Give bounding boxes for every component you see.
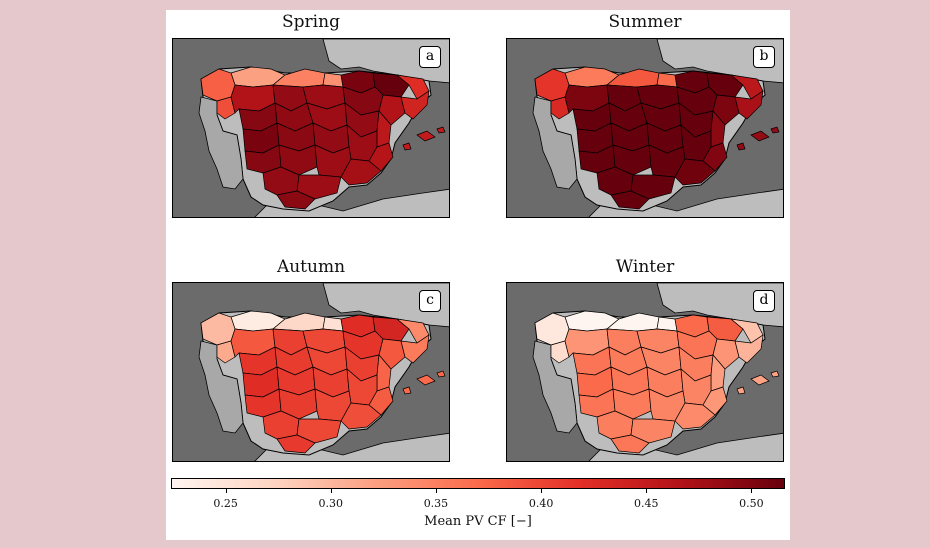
province-region xyxy=(276,434,316,454)
province-region xyxy=(656,316,678,332)
france-land xyxy=(322,39,449,84)
colorbar-tick-label: 0.50 xyxy=(739,497,764,510)
panel-letter-a: a xyxy=(419,46,441,68)
panel-title-winter: Winter xyxy=(615,257,675,277)
balearic-island xyxy=(750,130,770,142)
colorbar-tick xyxy=(225,489,227,493)
province-region xyxy=(734,334,764,364)
province-region xyxy=(378,338,406,370)
france-land xyxy=(656,39,783,84)
colorbar xyxy=(171,478,785,489)
province-region xyxy=(368,142,394,172)
balearic-island xyxy=(416,130,436,142)
balearic-island xyxy=(736,386,746,395)
province-region xyxy=(276,190,316,210)
province-region xyxy=(656,72,678,88)
province-region xyxy=(712,94,740,126)
colorbar-tick-label: 0.45 xyxy=(633,497,659,510)
colorbar-tick-label: 0.25 xyxy=(213,497,238,510)
province-region xyxy=(378,94,406,126)
province-region xyxy=(400,334,430,364)
colorbar-tick-label: 0.30 xyxy=(318,497,344,510)
colorbar-tick xyxy=(751,489,753,493)
colorbar-tick xyxy=(435,489,437,493)
province-region xyxy=(734,90,764,120)
map-spring: a xyxy=(172,38,450,218)
colorbar-tick xyxy=(646,489,648,493)
balearic-island xyxy=(402,386,412,395)
panel-letter-b: b xyxy=(753,46,775,68)
france-land xyxy=(656,283,783,328)
portugal-land xyxy=(532,340,578,434)
province-region xyxy=(702,386,728,416)
map-summer: b xyxy=(506,38,784,218)
france-land xyxy=(322,283,449,328)
balearic-island xyxy=(436,370,446,378)
map-svg xyxy=(507,39,783,217)
colorbar-tick-label: 0.40 xyxy=(528,497,554,510)
province-region xyxy=(702,142,728,172)
province-region xyxy=(712,338,740,370)
portugal-land xyxy=(198,96,244,190)
balearic-island xyxy=(402,142,412,151)
map-svg xyxy=(173,283,449,461)
panel-letter-c: c xyxy=(419,290,441,312)
balearic-island xyxy=(736,142,746,151)
map-svg xyxy=(507,283,783,461)
balearic-island xyxy=(416,374,436,386)
province-region xyxy=(610,190,650,210)
colorbar-tick-label: 0.35 xyxy=(423,497,449,510)
portugal-land xyxy=(532,96,578,190)
balearic-island xyxy=(770,126,780,134)
panel-title-autumn: Autumn xyxy=(276,257,346,277)
map-autumn: c xyxy=(172,282,450,462)
province-region xyxy=(610,434,650,454)
panel-title-summer: Summer xyxy=(608,12,682,32)
province-region xyxy=(400,90,430,120)
portugal-land xyxy=(198,340,244,434)
panel-letter-d: d xyxy=(753,290,775,312)
province-region xyxy=(322,72,344,88)
colorbar-tick xyxy=(541,489,543,493)
province-region xyxy=(550,340,570,364)
colorbar-tick xyxy=(330,489,332,493)
balearic-island xyxy=(770,370,780,378)
map-svg xyxy=(173,39,449,217)
balearic-island xyxy=(750,374,770,386)
province-region xyxy=(216,96,236,120)
province-region xyxy=(368,386,394,416)
province-region xyxy=(550,96,570,120)
province-region xyxy=(322,316,344,332)
panel-title-spring: Spring xyxy=(282,12,340,32)
province-region xyxy=(216,340,236,364)
balearic-island xyxy=(436,126,446,134)
map-winter: d xyxy=(506,282,784,462)
colorbar-label: Mean PV CF [−] xyxy=(424,514,532,529)
